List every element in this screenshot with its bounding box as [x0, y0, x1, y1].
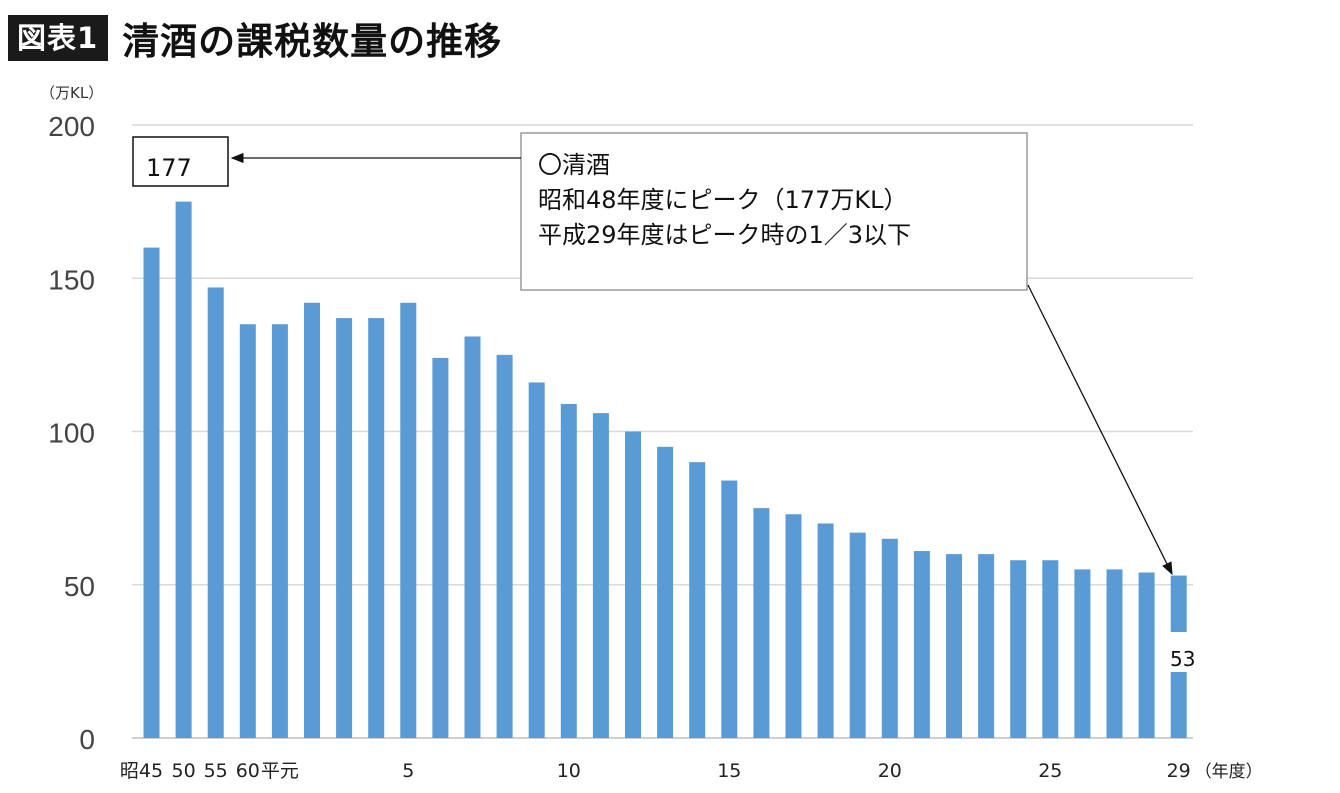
- y-tick-label: 150: [48, 264, 95, 295]
- bar: [785, 514, 802, 738]
- bar: [400, 302, 417, 738]
- bar: [207, 287, 224, 738]
- bar: [1074, 569, 1091, 738]
- bar: [753, 508, 770, 738]
- x-tick-label: 5: [402, 760, 414, 782]
- bar: [528, 382, 545, 738]
- bar: [1106, 569, 1123, 738]
- figure-badge: 図表1: [8, 15, 109, 61]
- callout-box: [520, 132, 1028, 291]
- bar: [592, 413, 609, 738]
- bar: [849, 532, 866, 738]
- title-row: 図表1 清酒の課税数量の推移: [8, 12, 502, 64]
- bar: [464, 336, 481, 738]
- bar: [432, 357, 449, 738]
- bar: [721, 480, 738, 738]
- y-unit-label: （万KL）: [40, 84, 103, 102]
- callout-line: 昭和48年度にピーク（177万KL）: [538, 186, 907, 214]
- x-tick-label: 29: [1167, 760, 1191, 782]
- bar: [1138, 572, 1155, 738]
- y-tick-label: 100: [48, 418, 95, 449]
- bar: [881, 538, 898, 738]
- x-tick-label: 25: [1038, 760, 1062, 782]
- y-tick-label: 0: [79, 724, 95, 755]
- callout-line: 〇清酒: [538, 151, 610, 179]
- bar: [143, 247, 160, 738]
- bar: [817, 523, 834, 738]
- x-tick-label: 10: [557, 760, 581, 782]
- y-tick-label: 50: [64, 571, 95, 602]
- x-tick-label: 昭45: [120, 760, 163, 782]
- y-tick-label: 200: [48, 111, 95, 142]
- bar: [689, 462, 706, 738]
- arrow-to-last-bar: [1027, 284, 1173, 576]
- last-bar-value-label: 53: [1170, 647, 1195, 671]
- x-unit-label: （年度）: [1195, 762, 1263, 782]
- x-tick-label: 60: [236, 760, 260, 782]
- x-tick-label: 平元: [261, 760, 299, 782]
- peak-label-box: [132, 136, 229, 187]
- chart-title: 清酒の課税数量の推移: [122, 20, 503, 63]
- callout-line: 平成29年度はピーク時の1／3以下: [538, 221, 911, 249]
- bar: [913, 551, 930, 738]
- bar: [175, 201, 192, 738]
- x-tick-label: 15: [717, 760, 741, 782]
- bar: [1010, 560, 1027, 738]
- bar: [368, 318, 385, 738]
- peak-label: 177: [146, 154, 192, 182]
- bar: [496, 354, 513, 738]
- x-tick-label: 55: [204, 760, 228, 782]
- bar: [271, 324, 288, 738]
- bar: [657, 446, 674, 738]
- bar: [946, 554, 962, 738]
- bar: [336, 318, 353, 738]
- bar: [978, 554, 995, 738]
- bar: [1042, 560, 1059, 738]
- bar: [560, 403, 577, 738]
- x-tick-label: 20: [878, 760, 902, 782]
- axes: 0 50 100 150 200 （万KL） 昭45 50 55 60 平元 5 10 15 20 25 29 （…: [40, 84, 1263, 782]
- bar: [239, 324, 256, 738]
- last-label-background: [1166, 632, 1205, 672]
- bars: [143, 201, 1187, 738]
- x-tick-label: 50: [172, 760, 196, 782]
- bar: [625, 431, 641, 738]
- bar: [304, 302, 320, 738]
